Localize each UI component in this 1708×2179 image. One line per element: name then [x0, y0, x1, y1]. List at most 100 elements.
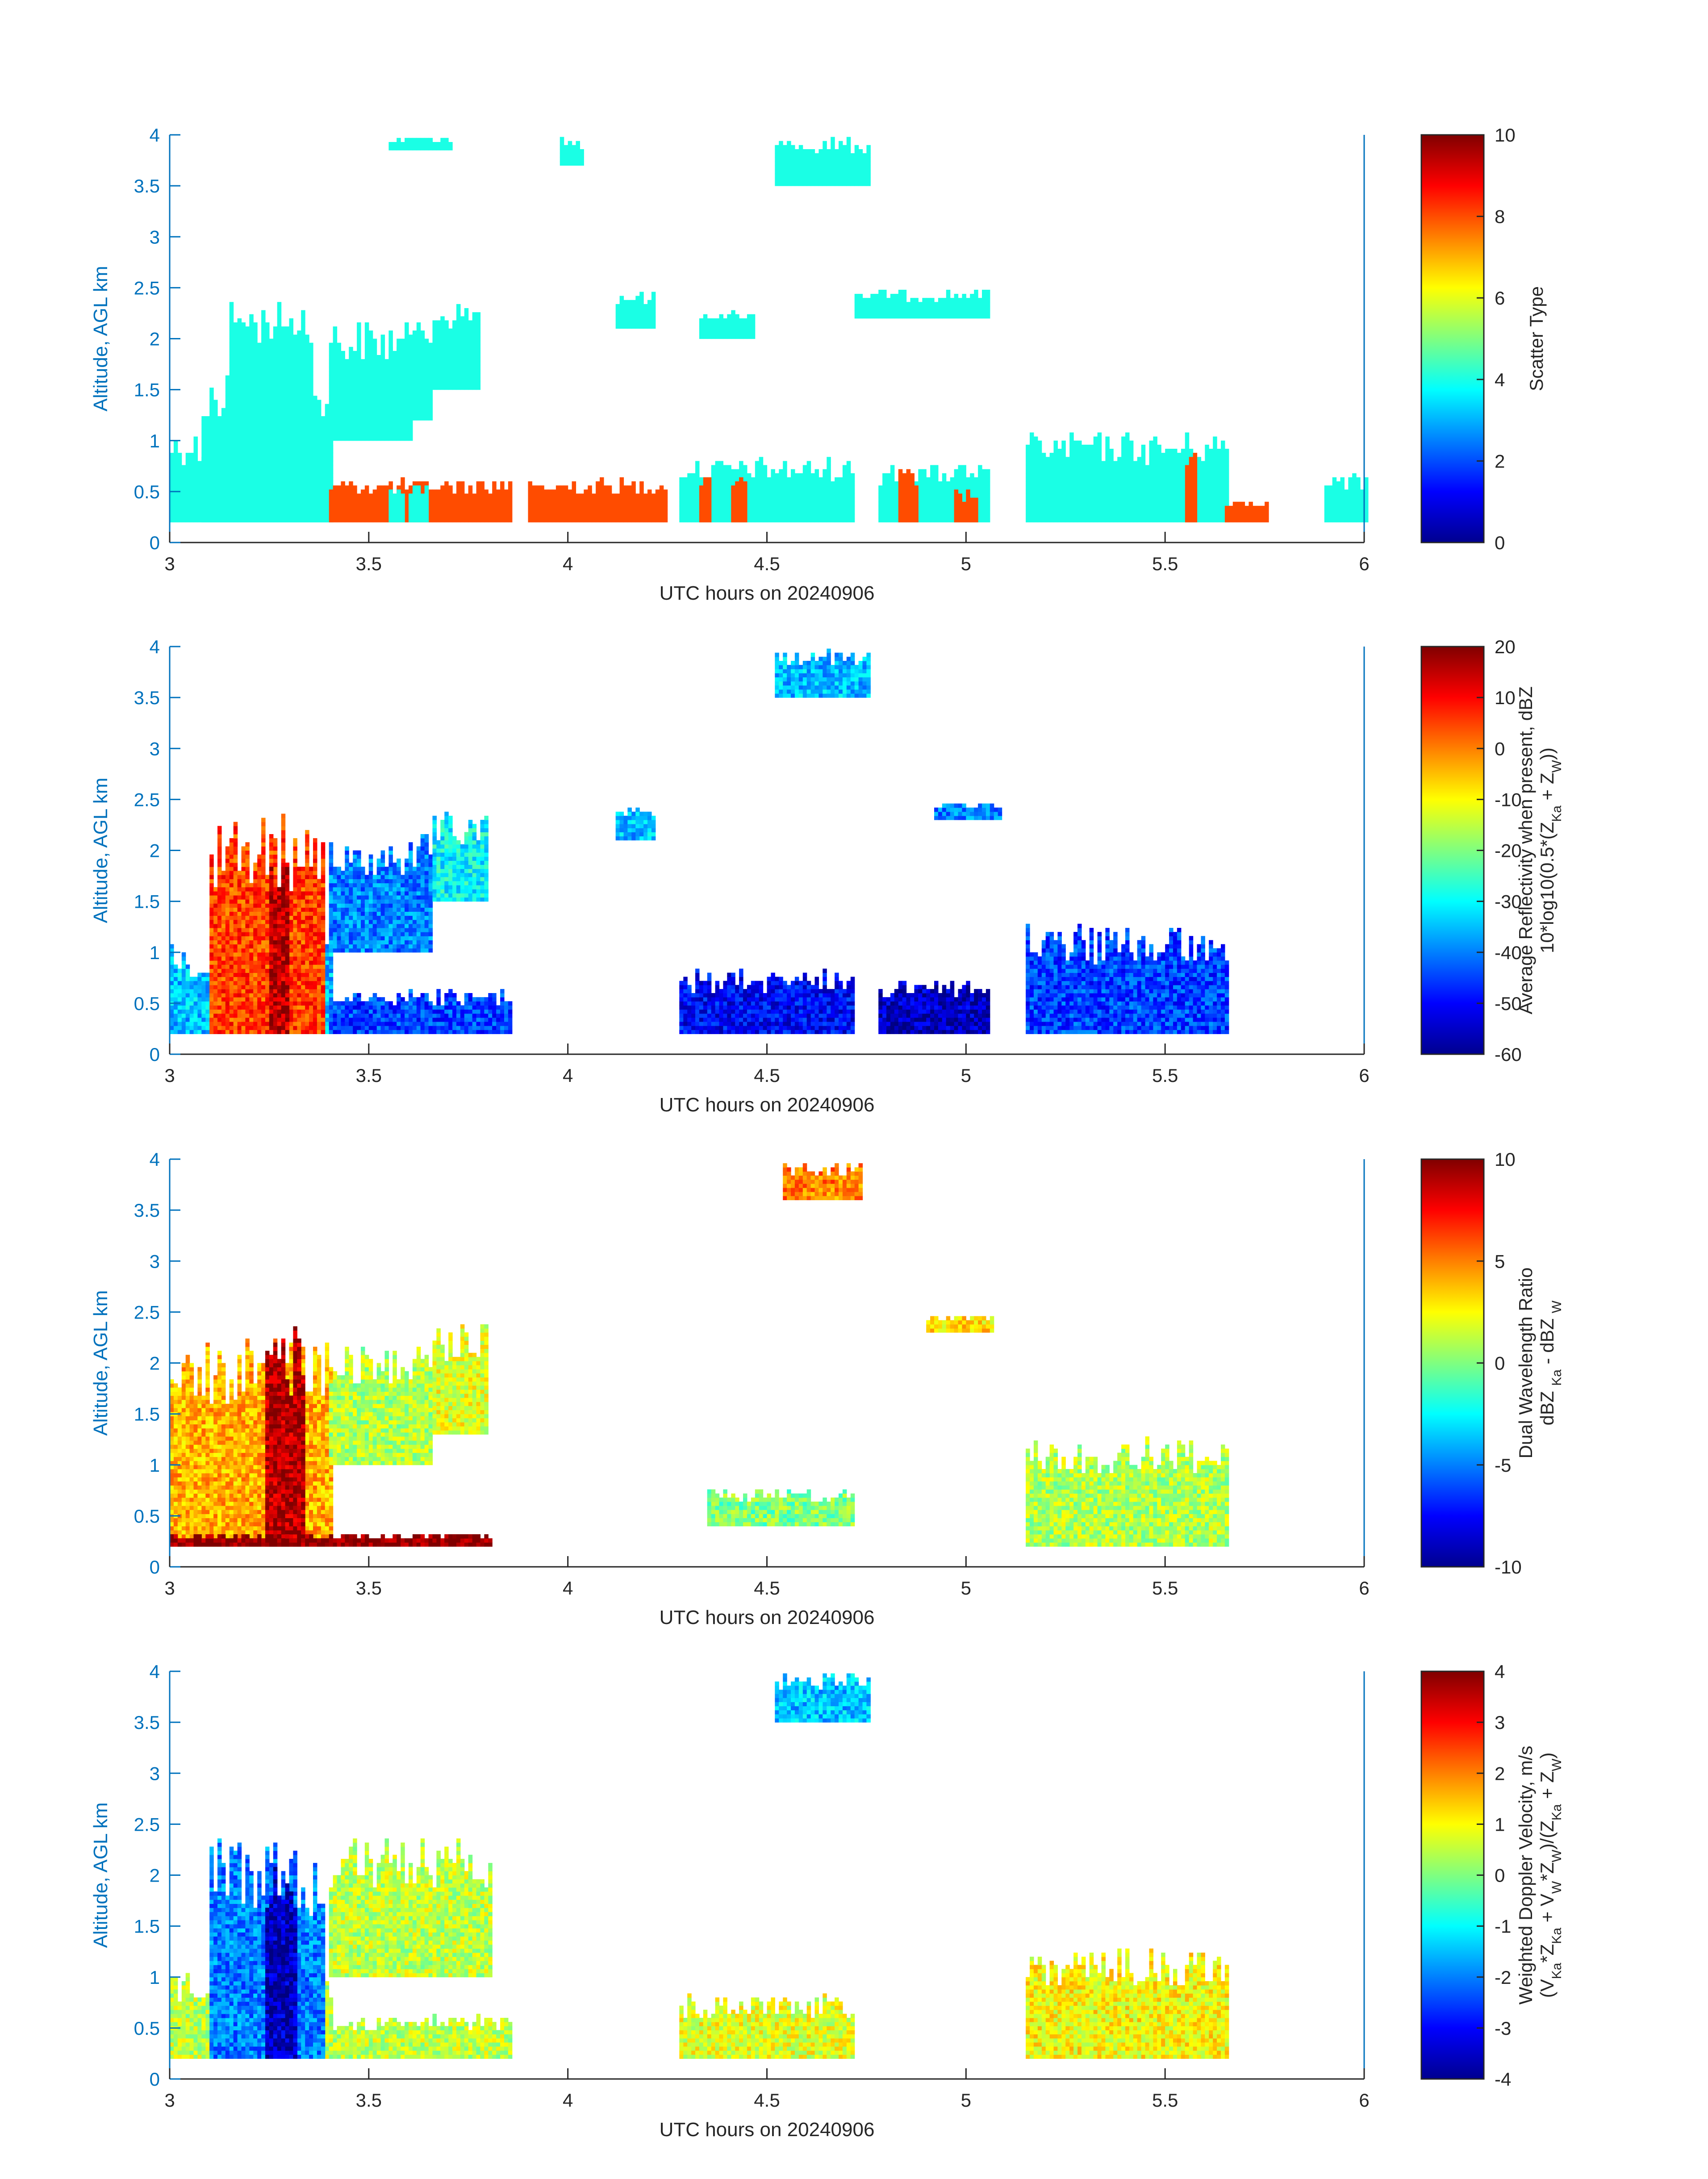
- heatmap-cell: [380, 501, 385, 506]
- heatmap-cell: [257, 436, 262, 441]
- heatmap-cell: [699, 330, 704, 335]
- heatmap-cell: [357, 514, 361, 518]
- heatmap-cell: [201, 416, 206, 421]
- heatmap-cell: [249, 497, 254, 502]
- heatmap-cell: [297, 404, 301, 409]
- heatmap-cell: [249, 322, 254, 327]
- heatmap-cell: [217, 453, 222, 457]
- heatmap-cell: [201, 518, 206, 522]
- heatmap-cell: [444, 497, 449, 502]
- heatmap-cell: [759, 469, 764, 474]
- heatmap-cell: [217, 469, 222, 474]
- heatmap-cell: [623, 518, 628, 522]
- heatmap-cell: [791, 518, 795, 522]
- heatmap-cell: [281, 392, 286, 396]
- heatmap-cell: [205, 420, 210, 425]
- heatmap-cell: [329, 501, 334, 506]
- heatmap-cell: [233, 481, 238, 486]
- heatmap-cell: [444, 381, 449, 386]
- heatmap-cell: [325, 432, 330, 437]
- heatmap-cell: [639, 481, 644, 486]
- heatmap-cell: [739, 518, 743, 522]
- heatmap-cell: [783, 510, 787, 514]
- heatmap-cell: [464, 336, 469, 341]
- heatmap-cell: [368, 408, 373, 413]
- heatmap-cell: [468, 341, 473, 345]
- heatmap-cell: [424, 351, 429, 355]
- heatmap-cell: [173, 497, 178, 502]
- heatmap-cell: [249, 342, 254, 347]
- heatmap-cell: [325, 428, 330, 433]
- heatmap-cell: [285, 493, 290, 498]
- heatmap-cell: [500, 510, 505, 514]
- heatmap-cell: [289, 477, 293, 482]
- heatmap-cell: [285, 481, 290, 486]
- heatmap-cell: [695, 493, 700, 498]
- heatmap-cell: [372, 363, 377, 367]
- heatmap-cell: [345, 436, 349, 441]
- heatmap-cell: [823, 469, 827, 474]
- heatmap-cell: [341, 412, 345, 417]
- heatmap-cell: [695, 497, 700, 502]
- heatmap-cell: [424, 412, 429, 417]
- heatmap-cell: [659, 518, 664, 522]
- heatmap-cell: [364, 400, 369, 405]
- heatmap-cell: [827, 493, 831, 498]
- heatmap-cell: [432, 324, 437, 329]
- heatmap-cell: [794, 510, 799, 514]
- heatmap-cell: [974, 294, 978, 298]
- heatmap-cell: [655, 497, 660, 502]
- heatmap-cell: [468, 485, 473, 490]
- heatmap-cell: [197, 485, 202, 490]
- heatmap-cell: [221, 436, 226, 441]
- heatmap-cell: [416, 510, 421, 514]
- heatmap-cell: [293, 420, 297, 425]
- heatmap-cell: [237, 338, 242, 343]
- heatmap-cell: [448, 485, 453, 490]
- heatmap-cell: [603, 497, 608, 502]
- heatmap-cell: [245, 346, 250, 351]
- heatmap-cell: [432, 497, 437, 502]
- heatmap-cell: [767, 481, 771, 486]
- heatmap-cell: [428, 363, 433, 367]
- heatmap-cell: [827, 485, 831, 490]
- heatmap-cell: [938, 310, 943, 315]
- heatmap-cell: [420, 379, 425, 384]
- heatmap-cell: [393, 510, 397, 514]
- heatmap-cell: [285, 477, 290, 482]
- heatmap-cell: [397, 342, 401, 347]
- heatmap-cell: [277, 444, 282, 449]
- heatmap-cell: [341, 363, 345, 367]
- heatmap-cell: [189, 477, 194, 482]
- heatmap-cell: [508, 497, 513, 502]
- heatmap-cell: [333, 363, 338, 367]
- heatmap-cell: [364, 505, 369, 510]
- heatmap-cell: [309, 371, 313, 376]
- heatmap-cell: [472, 316, 477, 321]
- heatmap-cell: [946, 289, 951, 294]
- heatmap-cell: [297, 453, 301, 457]
- heatmap-cell: [456, 497, 461, 502]
- heatmap-cell: [794, 505, 799, 510]
- heatmap-cell: [205, 453, 210, 457]
- heatmap-cell: [544, 497, 548, 502]
- heatmap-cell: [496, 510, 501, 514]
- heatmap-cell: [409, 510, 413, 514]
- heatmap-cell: [707, 330, 712, 335]
- heatmap-cell: [368, 330, 373, 335]
- heatmap-cell: [687, 477, 692, 482]
- heatmap-cell: [452, 385, 457, 390]
- heatmap-cell: [444, 485, 449, 490]
- heatmap-cell: [839, 505, 843, 510]
- heatmap-cell: [289, 428, 293, 433]
- heatmap-cell: [691, 518, 696, 522]
- heatmap-cell: [388, 371, 393, 376]
- heatmap-cell: [301, 465, 305, 470]
- heatmap-cell: [827, 518, 831, 522]
- heatmap-cell: [806, 510, 811, 514]
- heatmap-cell: [325, 440, 330, 445]
- heatmap-cell: [345, 408, 349, 413]
- heatmap-cell: [723, 465, 727, 470]
- heatmap-cell: [464, 365, 469, 370]
- heatmap-cell: [723, 505, 727, 510]
